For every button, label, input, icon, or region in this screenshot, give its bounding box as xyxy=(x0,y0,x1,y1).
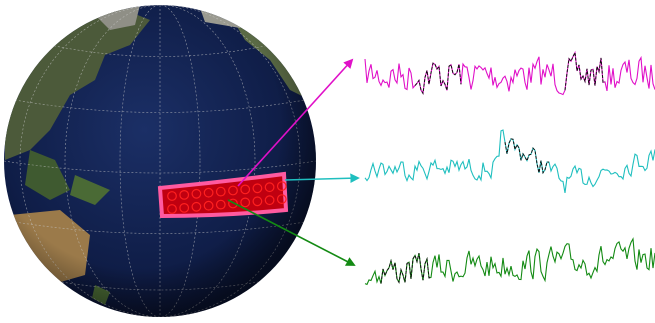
highlight-segment xyxy=(504,138,550,175)
cell xyxy=(167,204,177,214)
cell xyxy=(276,194,287,205)
cell xyxy=(264,195,275,206)
cell xyxy=(191,201,202,212)
arrow-cyan xyxy=(284,173,360,184)
region-cells xyxy=(167,181,287,214)
highlight-segment xyxy=(414,62,462,95)
highlight-segment xyxy=(380,253,432,284)
cell xyxy=(240,184,251,195)
series-line xyxy=(364,237,655,286)
cell xyxy=(191,188,202,199)
time-series xyxy=(364,50,655,286)
cell xyxy=(228,198,238,209)
cell xyxy=(167,191,177,201)
region xyxy=(157,171,289,219)
highlight-segment xyxy=(564,50,606,91)
cell xyxy=(179,189,190,200)
cell xyxy=(276,181,287,192)
cell xyxy=(203,187,214,198)
cell xyxy=(252,183,263,194)
cell xyxy=(252,196,263,207)
globe-shade xyxy=(4,5,316,317)
series-line xyxy=(364,129,655,193)
arrow-green xyxy=(227,199,356,266)
series-line xyxy=(364,50,655,96)
cell xyxy=(240,197,251,208)
cell xyxy=(179,202,190,213)
globe xyxy=(4,5,316,317)
arrow-magenta xyxy=(237,58,354,187)
cell xyxy=(203,200,214,211)
cell xyxy=(228,185,238,196)
cell xyxy=(215,199,226,210)
cell xyxy=(264,182,275,193)
cell xyxy=(215,186,226,197)
